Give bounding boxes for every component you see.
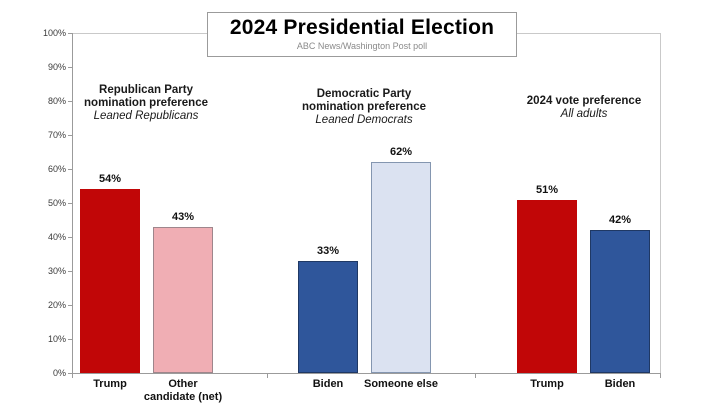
- x-axis-tick: [72, 374, 73, 378]
- group-subheading: All adults: [560, 108, 608, 120]
- group-subheading: Leaned Democrats: [315, 114, 413, 126]
- bar: [371, 162, 431, 373]
- chart-subtitle: ABC News/Washington Post poll: [296, 41, 428, 51]
- bar-category-label-line: Trump: [93, 378, 127, 390]
- y-tick-label: 40%: [47, 232, 66, 242]
- y-tick-label: 10%: [47, 334, 66, 344]
- y-tick-label: 20%: [47, 300, 66, 310]
- bar-category-label: Biden: [572, 378, 668, 391]
- bar-category-label-line: Someone else: [364, 378, 438, 390]
- group-heading-line: Republican Party: [99, 84, 193, 96]
- bar: [153, 226, 213, 373]
- group-heading: 2024 vote preference All adults: [494, 95, 674, 121]
- bar-value-label: 51%: [535, 183, 559, 196]
- group-heading: Republican Party nomination preference Lea…: [56, 84, 236, 123]
- y-axis-tick: [68, 101, 72, 102]
- group-heading-line: 2024 vote preference: [526, 95, 642, 107]
- group-heading: Democratic Party nomination preference Lea…: [274, 88, 454, 127]
- y-axis-tick: [68, 67, 72, 68]
- y-tick-label: 30%: [47, 266, 66, 276]
- bar-value-label: 62%: [389, 146, 413, 159]
- bar-value-label: 54%: [98, 173, 122, 186]
- y-axis-tick: [68, 203, 72, 204]
- group-heading-line: nomination preference: [302, 101, 426, 113]
- title-box: 2024 Presidential Election ABC News/Wash…: [207, 12, 517, 57]
- chart-title: 2024 Presidential Election: [229, 16, 495, 39]
- bar-value-label: 42%: [608, 214, 632, 227]
- bar-category-label-line: candidate (net): [143, 391, 223, 403]
- x-axis-tick: [660, 374, 661, 378]
- bar-category-label: Biden: [280, 378, 376, 391]
- bar-category-label-line: Biden: [604, 378, 636, 390]
- y-tick-label: 50%: [47, 198, 66, 208]
- bar-category-label: Trump: [62, 378, 158, 391]
- bar: [590, 230, 650, 373]
- bar-category-label: Other candidate (net): [135, 378, 231, 404]
- y-axis-tick: [68, 339, 72, 340]
- y-axis-tick: [68, 373, 72, 374]
- y-axis-tick: [68, 271, 72, 272]
- y-axis-tick: [68, 237, 72, 238]
- bar: [517, 199, 577, 373]
- bar: [80, 189, 140, 373]
- group-heading-line: nomination preference: [84, 97, 208, 109]
- y-tick-label: 0%: [52, 368, 66, 378]
- bar-value-label: 43%: [171, 210, 195, 223]
- y-tick-label: 90%: [47, 62, 66, 72]
- y-tick-label: 100%: [42, 28, 66, 38]
- x-axis-line: [72, 373, 661, 374]
- bar-category-label-line: Trump: [530, 378, 564, 390]
- bar-category-label: Someone else: [353, 378, 449, 391]
- bar-category-label: Trump: [499, 378, 595, 391]
- bar-category-label-line: Biden: [312, 378, 344, 390]
- x-axis-tick: [267, 374, 268, 378]
- bar: [298, 260, 358, 373]
- y-tick-label: 80%: [47, 96, 66, 106]
- group-heading-line: Democratic Party: [316, 88, 412, 100]
- x-axis-tick: [475, 374, 476, 378]
- y-axis-tick: [68, 305, 72, 306]
- y-tick-label: 60%: [47, 164, 66, 174]
- group-subheading: Leaned Republicans: [93, 110, 199, 122]
- y-axis-tick: [68, 33, 72, 34]
- y-axis-tick: [68, 169, 72, 170]
- bar-category-label-line: Other: [168, 378, 198, 390]
- y-axis-tick: [68, 135, 72, 136]
- plot-right-border: [660, 33, 661, 374]
- bar-value-label: 33%: [316, 244, 340, 257]
- y-tick-label: 70%: [47, 130, 66, 140]
- y-axis-line: [72, 33, 73, 374]
